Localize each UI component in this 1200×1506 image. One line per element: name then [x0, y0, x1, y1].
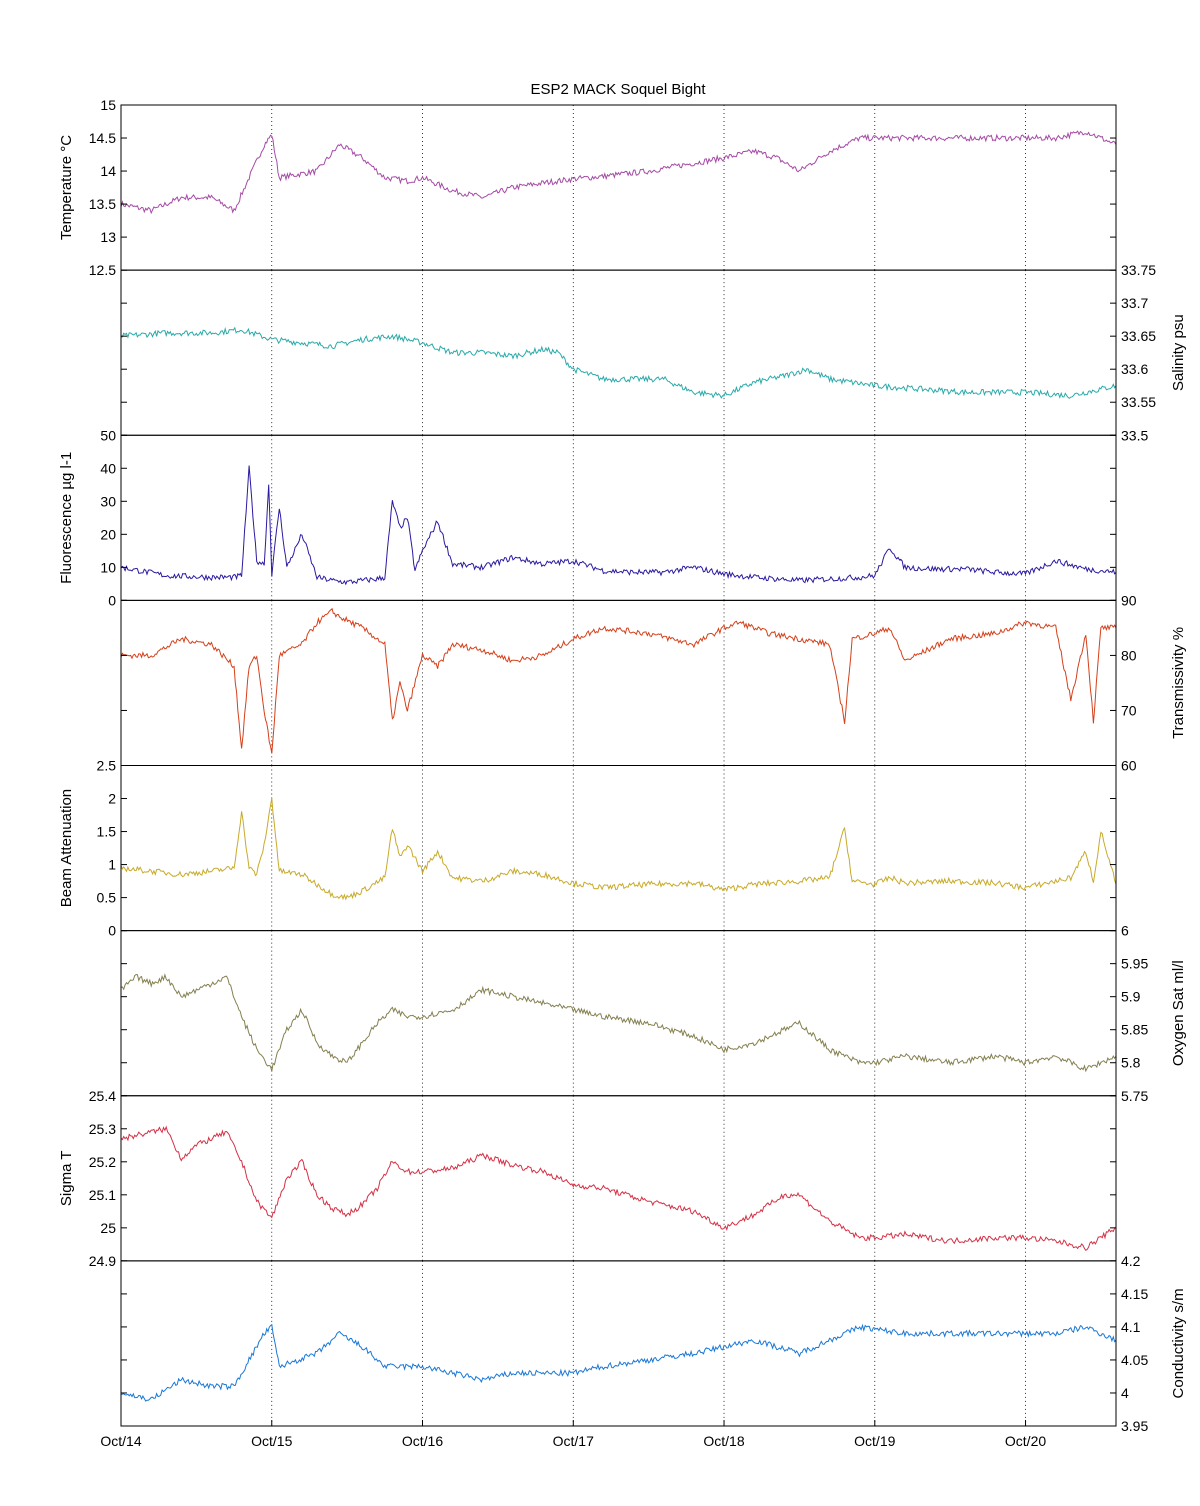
y-tick-label: 4.15	[1121, 1286, 1148, 1302]
x-tick-label: Oct/19	[854, 1433, 895, 1449]
y-tick-label: 70	[1121, 702, 1137, 718]
panel-frame-8	[120, 1260, 1117, 1427]
series-line-5	[120, 798, 1117, 901]
series-line-1	[120, 130, 1117, 215]
x-tick-label: Oct/16	[402, 1433, 443, 1449]
y-tick-label: 25.4	[89, 1088, 116, 1104]
y-tick-label: 1	[108, 857, 116, 873]
x-axis: Oct/14 Oct/15 Oct/16 Oct/17 Oct/18 Oct/19 Oct/…	[100, 1420, 1046, 1449]
series-line-6	[120, 973, 1117, 1073]
series-line-4	[120, 607, 1117, 754]
y-tick-label: 25.2	[89, 1154, 116, 1170]
y-tick-label: 5.85	[1121, 1022, 1148, 1038]
y-tick-label: 4.2	[1121, 1253, 1141, 1269]
y-axis-title-1: Temperature °C	[58, 135, 75, 240]
y-tick-label: 14.5	[89, 130, 116, 146]
y-tick-label: 0	[108, 923, 116, 939]
y-tick-label: 10	[100, 559, 116, 575]
y-tick-label: 33.75	[1121, 262, 1156, 278]
y-axis-title-4: Transmissivity %	[1170, 627, 1187, 739]
x-tick-label: Oct/15	[251, 1433, 292, 1449]
y-axis-title-5: Beam Attenuation	[58, 789, 75, 907]
y-tick-label: 25.3	[89, 1121, 116, 1137]
y-tick-label: 33.65	[1121, 328, 1156, 344]
y-tick-label: 2	[108, 791, 116, 807]
y-tick-label: 20	[100, 526, 116, 542]
y-axis-title-2: Salinity psu	[1170, 314, 1187, 391]
panel-7: 24.9 25 25.1 25.2 25.3 25.4 Sigma T	[58, 1088, 1117, 1269]
y-tick-label: 33.55	[1121, 394, 1156, 410]
y-tick-label: 12.5	[89, 262, 116, 278]
y-axis-title-6: Oxygen Sat ml/l	[1170, 960, 1187, 1066]
y-tick-label: 15	[100, 97, 116, 113]
y-tick-label: 33.5	[1121, 427, 1148, 443]
y-tick-label: 0.5	[97, 890, 117, 906]
y-tick-label: 13	[100, 229, 116, 245]
y-tick-label: 5.75	[1121, 1088, 1148, 1104]
y-tick-label: 5.9	[1121, 989, 1141, 1005]
series-line-2	[120, 326, 1117, 399]
x-tick-label: Oct/17	[553, 1433, 594, 1449]
series-line-3	[120, 465, 1117, 586]
y-tick-label: 30	[100, 493, 116, 509]
y-tick-label: 24.9	[89, 1253, 116, 1269]
y-tick-label: 5.95	[1121, 956, 1148, 972]
x-tick-label: Oct/20	[1005, 1433, 1046, 1449]
y-tick-label: 4	[1121, 1385, 1129, 1401]
y-tick-label: 4.1	[1121, 1319, 1141, 1335]
y-tick-label: 90	[1121, 592, 1137, 608]
y-axis-title-3: Fluorescence µg l-1	[58, 452, 75, 584]
y-tick-label: 40	[100, 460, 116, 476]
y-tick-label: 60	[1121, 758, 1137, 774]
y-tick-label: 50	[100, 427, 116, 443]
series-line-8	[120, 1323, 1117, 1402]
y-tick-label: 14	[100, 163, 116, 179]
y-tick-label: 33.7	[1121, 295, 1148, 311]
y-axis-title-7: Sigma T	[58, 1151, 75, 1207]
y-tick-label: 2.5	[97, 758, 117, 774]
panel-8: 3.95 4 4.05 4.1 4.15 4.2 Conductivity s/m	[120, 1253, 1187, 1434]
y-tick-label: 1.5	[97, 824, 117, 840]
x-tick-label: Oct/14	[100, 1433, 141, 1449]
panel-2: 33.5 33.55 33.6 33.65 33.7 33.75 Salinity psu	[120, 262, 1187, 443]
series-line-7	[120, 1125, 1117, 1251]
y-tick-label: 13.5	[89, 196, 116, 212]
y-tick-label: 4.05	[1121, 1352, 1148, 1368]
y-tick-label: 6	[1121, 923, 1129, 939]
x-tick-label: Oct/18	[703, 1433, 744, 1449]
y-axis-title-8: Conductivity s/m	[1170, 1288, 1187, 1398]
y-tick-label: 5.8	[1121, 1055, 1141, 1071]
y-tick-label: 80	[1121, 647, 1137, 663]
y-tick-label: 3.95	[1121, 1418, 1148, 1434]
chart-title: ESP2 MACK Soquel Bight	[530, 81, 706, 98]
y-tick-label: 33.6	[1121, 361, 1148, 377]
y-tick-label: 0	[108, 592, 116, 608]
y-tick-label: 25	[100, 1220, 116, 1236]
panel-4: 60 70 80 90 Transmissivity %	[120, 592, 1187, 774]
y-tick-label: 25.1	[89, 1187, 116, 1203]
